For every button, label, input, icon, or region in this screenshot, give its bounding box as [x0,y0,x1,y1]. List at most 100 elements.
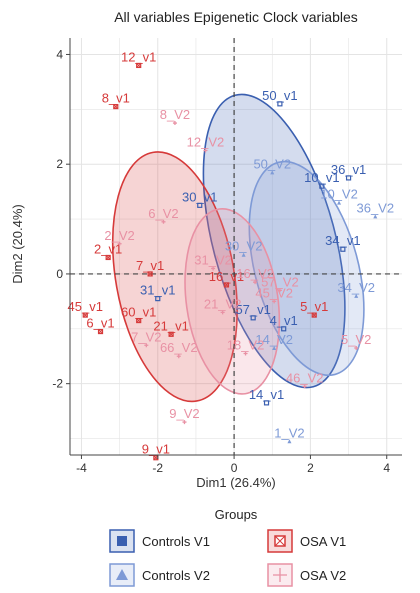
point-controls_v2 [270,170,275,175]
x-tick-label: 4 [383,461,390,475]
marker-box [105,254,111,261]
axes: -4 -2 0 2 4 -2 0 2 4 [52,38,402,475]
legend-label: Controls V1 [142,534,210,549]
marker-cross [136,318,142,323]
legend-label: OSA V2 [300,568,346,583]
marker-cross [147,271,153,277]
legend-item-osa_v2: OSA V2 [267,563,346,587]
legend-item-osa_v1: OSA V1 [267,529,346,553]
point-osa_v2 [203,148,208,153]
marker-cross [153,455,159,461]
point-controls_v1 [263,400,270,406]
marker-cross [168,331,174,337]
point-osa_v1 [113,103,119,110]
point-label: 31_V2 [194,252,232,267]
legend-title: Groups [215,507,258,522]
point-label: 34_V2 [337,280,375,295]
point-label: 14_V2 [255,332,293,347]
point-controls_v1 [281,326,287,332]
point-osa_v1 [223,282,230,288]
point-controls_v2 [337,200,342,205]
marker-cross [98,329,103,334]
point-controls_v1 [319,183,325,189]
legend-marker [273,568,287,582]
chart-title: All variables Epigenetic Clock variables [114,9,358,25]
point-controls_v2 [287,439,292,444]
point-osa_v2 [144,343,149,348]
y-axis-label: Dim2 (20.4%) [10,204,25,283]
marker-cross [311,312,317,318]
point-label: 60_v1 [121,305,156,320]
point-controls_v1 [250,315,256,321]
point-label: 5_v1 [300,299,328,314]
legend: Controls V1 OSA V1 Controls V2 OSA V2 [109,529,346,587]
point-osa_v1 [105,254,111,261]
point-osa_v1 [136,62,142,69]
point-osa_v2 [354,346,359,351]
point-label: 10_v1 [304,170,339,185]
point-label: 21_V2 [204,296,242,311]
point-osa_v1 [97,328,104,335]
point-osa_v2 [176,354,181,359]
point-label: 5_V2 [341,332,371,347]
point-osa_v2 [302,384,307,389]
point-osa_v2 [277,288,282,293]
point-osa_v2 [253,280,258,285]
legend-item-controls_v2: Controls V2 [109,563,210,587]
marker-box [113,103,119,110]
point-label: 34_v1 [325,233,360,248]
point-controls_v1 [277,101,283,107]
point-label: 2_V2 [104,228,134,243]
confidence-ellipses [111,93,365,403]
point-controls_v2 [373,214,378,219]
marker-cross [105,255,111,260]
point-label: 8_V2 [160,107,190,122]
point-controls_v1 [197,202,203,208]
point-label: 46_V2 [286,370,324,385]
marker-box [168,331,174,337]
point-controls_v1 [155,296,161,302]
marker-box [97,328,104,335]
legend-marker [117,536,127,546]
point-label: 36_V2 [356,200,394,215]
y-tick-label: 0 [56,267,63,281]
point-label: 6_V2 [148,206,178,221]
point-label: 8_v1 [102,91,130,106]
point-label: 12_v1 [121,49,156,64]
marker-cross [82,312,88,318]
point-label: 57_V2 [261,274,299,289]
point-osa_v2 [182,420,187,425]
point-osa_v1 [82,312,88,318]
point-label: 12_V2 [187,134,225,149]
y-tick-label: 2 [56,157,63,171]
ellipse-controls_v1 [202,93,346,389]
marker-cross [113,104,119,109]
point-label: 50_v1 [262,88,297,103]
point-osa_v1 [136,317,142,324]
x-axis-label: Dim1 (26.4%) [196,475,275,490]
point-osa_v2 [211,266,216,271]
point-controls_v2 [272,346,277,351]
legend-marker [116,569,128,580]
point-label: 16_v1 [209,269,244,284]
point-label: 7_v1 [136,258,164,273]
point-osa_v1 [147,271,153,277]
x-tick-label: -4 [76,461,87,475]
x-tick-label: 2 [307,461,314,475]
point-label: 7_V2 [131,329,161,344]
point-label: 36_v1 [331,162,366,177]
point-label: 9_V2 [169,406,199,421]
point-label: 30_V2 [225,239,263,254]
marker-cross [224,282,229,288]
point-label: 1_V2 [274,425,304,440]
point-label: 6_v1 [86,316,114,331]
marker-box [223,282,230,288]
marker-box [136,62,142,69]
marker-box [147,271,153,277]
marker-box [136,317,142,324]
point-label: 18_V2 [227,337,265,352]
marker-box [311,312,317,318]
point-label: 4_v1 [270,313,298,328]
